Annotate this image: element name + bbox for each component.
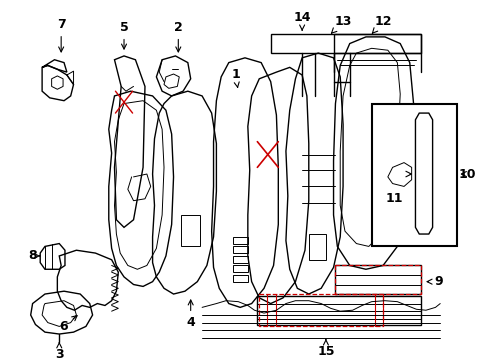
- Bar: [371, 104, 456, 246]
- Text: 13: 13: [331, 15, 351, 33]
- Text: 12: 12: [371, 15, 391, 33]
- Text: 1: 1: [231, 68, 239, 87]
- Text: 3: 3: [55, 343, 63, 360]
- Text: 9: 9: [426, 275, 442, 288]
- Text: 2: 2: [174, 21, 183, 52]
- Text: 6: 6: [60, 316, 77, 333]
- Text: 10: 10: [457, 167, 475, 180]
- Text: 4: 4: [186, 300, 195, 329]
- Text: 14: 14: [293, 11, 310, 30]
- Text: 15: 15: [317, 339, 334, 358]
- Text: 5: 5: [120, 21, 128, 49]
- Text: 11: 11: [385, 192, 403, 205]
- Text: 7: 7: [57, 18, 65, 52]
- Text: 8: 8: [28, 249, 40, 262]
